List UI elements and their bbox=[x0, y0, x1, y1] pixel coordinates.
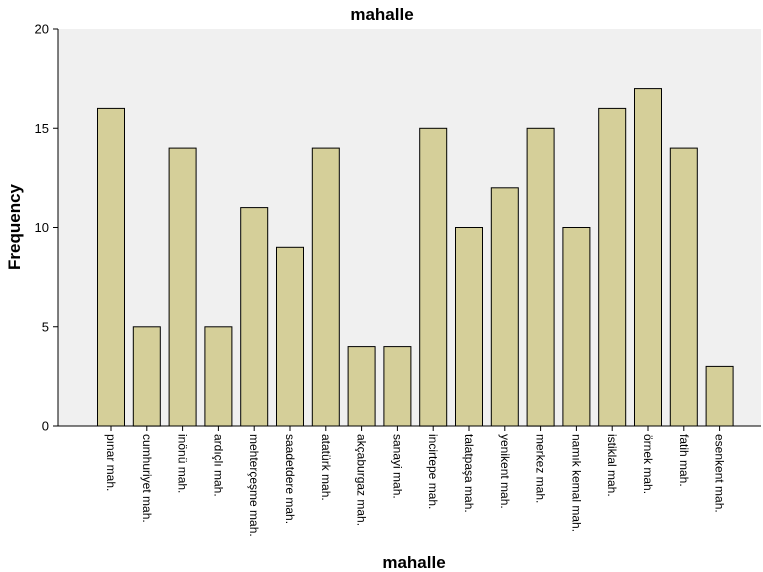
y-axis-label: Frequency bbox=[5, 183, 24, 270]
x-tick-label: yenikent mah. bbox=[498, 434, 512, 509]
x-tick-label: incirtepe mah. bbox=[426, 434, 440, 509]
bar bbox=[311, 147, 340, 427]
bar bbox=[204, 326, 233, 427]
x-tick-label: örnek mah. bbox=[641, 434, 655, 494]
bar bbox=[240, 207, 269, 427]
x-tick-label: atatürk mah. bbox=[319, 434, 333, 501]
x-tick-label: fatih mah. bbox=[677, 434, 691, 487]
bar bbox=[383, 346, 412, 427]
y-tick-label: 10 bbox=[35, 220, 49, 235]
x-tick-label: akçaburgaz mah. bbox=[355, 434, 369, 526]
chart-title: mahalle bbox=[350, 5, 413, 24]
x-tick-label: esenkent mah. bbox=[713, 434, 727, 513]
bar bbox=[705, 365, 734, 427]
bar bbox=[97, 107, 125, 427]
y-tick-label: 0 bbox=[42, 419, 49, 434]
bar bbox=[168, 147, 197, 427]
x-tick-label: sanayi mah. bbox=[390, 434, 404, 499]
bars-group bbox=[97, 88, 734, 427]
x-tick-label: ardıçlı mah. bbox=[211, 434, 225, 497]
bar bbox=[598, 107, 627, 427]
bar bbox=[455, 227, 483, 427]
bar bbox=[526, 127, 555, 427]
x-ticks-group: pınar mah. cumhuriyet mah. inönü mah. ardıç… bbox=[104, 426, 727, 537]
y-tick-label: 15 bbox=[35, 121, 49, 136]
y-tick-label: 20 bbox=[35, 22, 49, 37]
y-tick-label: 5 bbox=[42, 319, 49, 334]
bar bbox=[562, 227, 591, 427]
x-tick-label: istiklal mah. bbox=[605, 434, 619, 497]
bar bbox=[419, 127, 448, 427]
bar bbox=[490, 187, 519, 427]
bar bbox=[132, 326, 161, 427]
x-tick-label: namık kemal mah. bbox=[569, 434, 583, 532]
x-tick-label: mehterçeşme mah. bbox=[247, 434, 261, 537]
bar bbox=[276, 246, 304, 427]
x-tick-label: talatpaşa mah. bbox=[462, 434, 476, 513]
x-tick-label: inönü mah. bbox=[176, 434, 190, 493]
y-ticks-group: 0 5 10 15 20 bbox=[35, 22, 58, 434]
bar bbox=[669, 147, 698, 427]
bar bbox=[634, 88, 662, 427]
x-tick-label: saadetdere mah. bbox=[283, 434, 297, 524]
bar bbox=[347, 346, 376, 427]
x-tick-label: merkez mah. bbox=[534, 434, 548, 503]
x-tick-label: pınar mah. bbox=[104, 434, 118, 491]
x-axis-label: mahalle bbox=[382, 553, 445, 572]
x-tick-label: cumhuriyet mah. bbox=[140, 434, 154, 523]
